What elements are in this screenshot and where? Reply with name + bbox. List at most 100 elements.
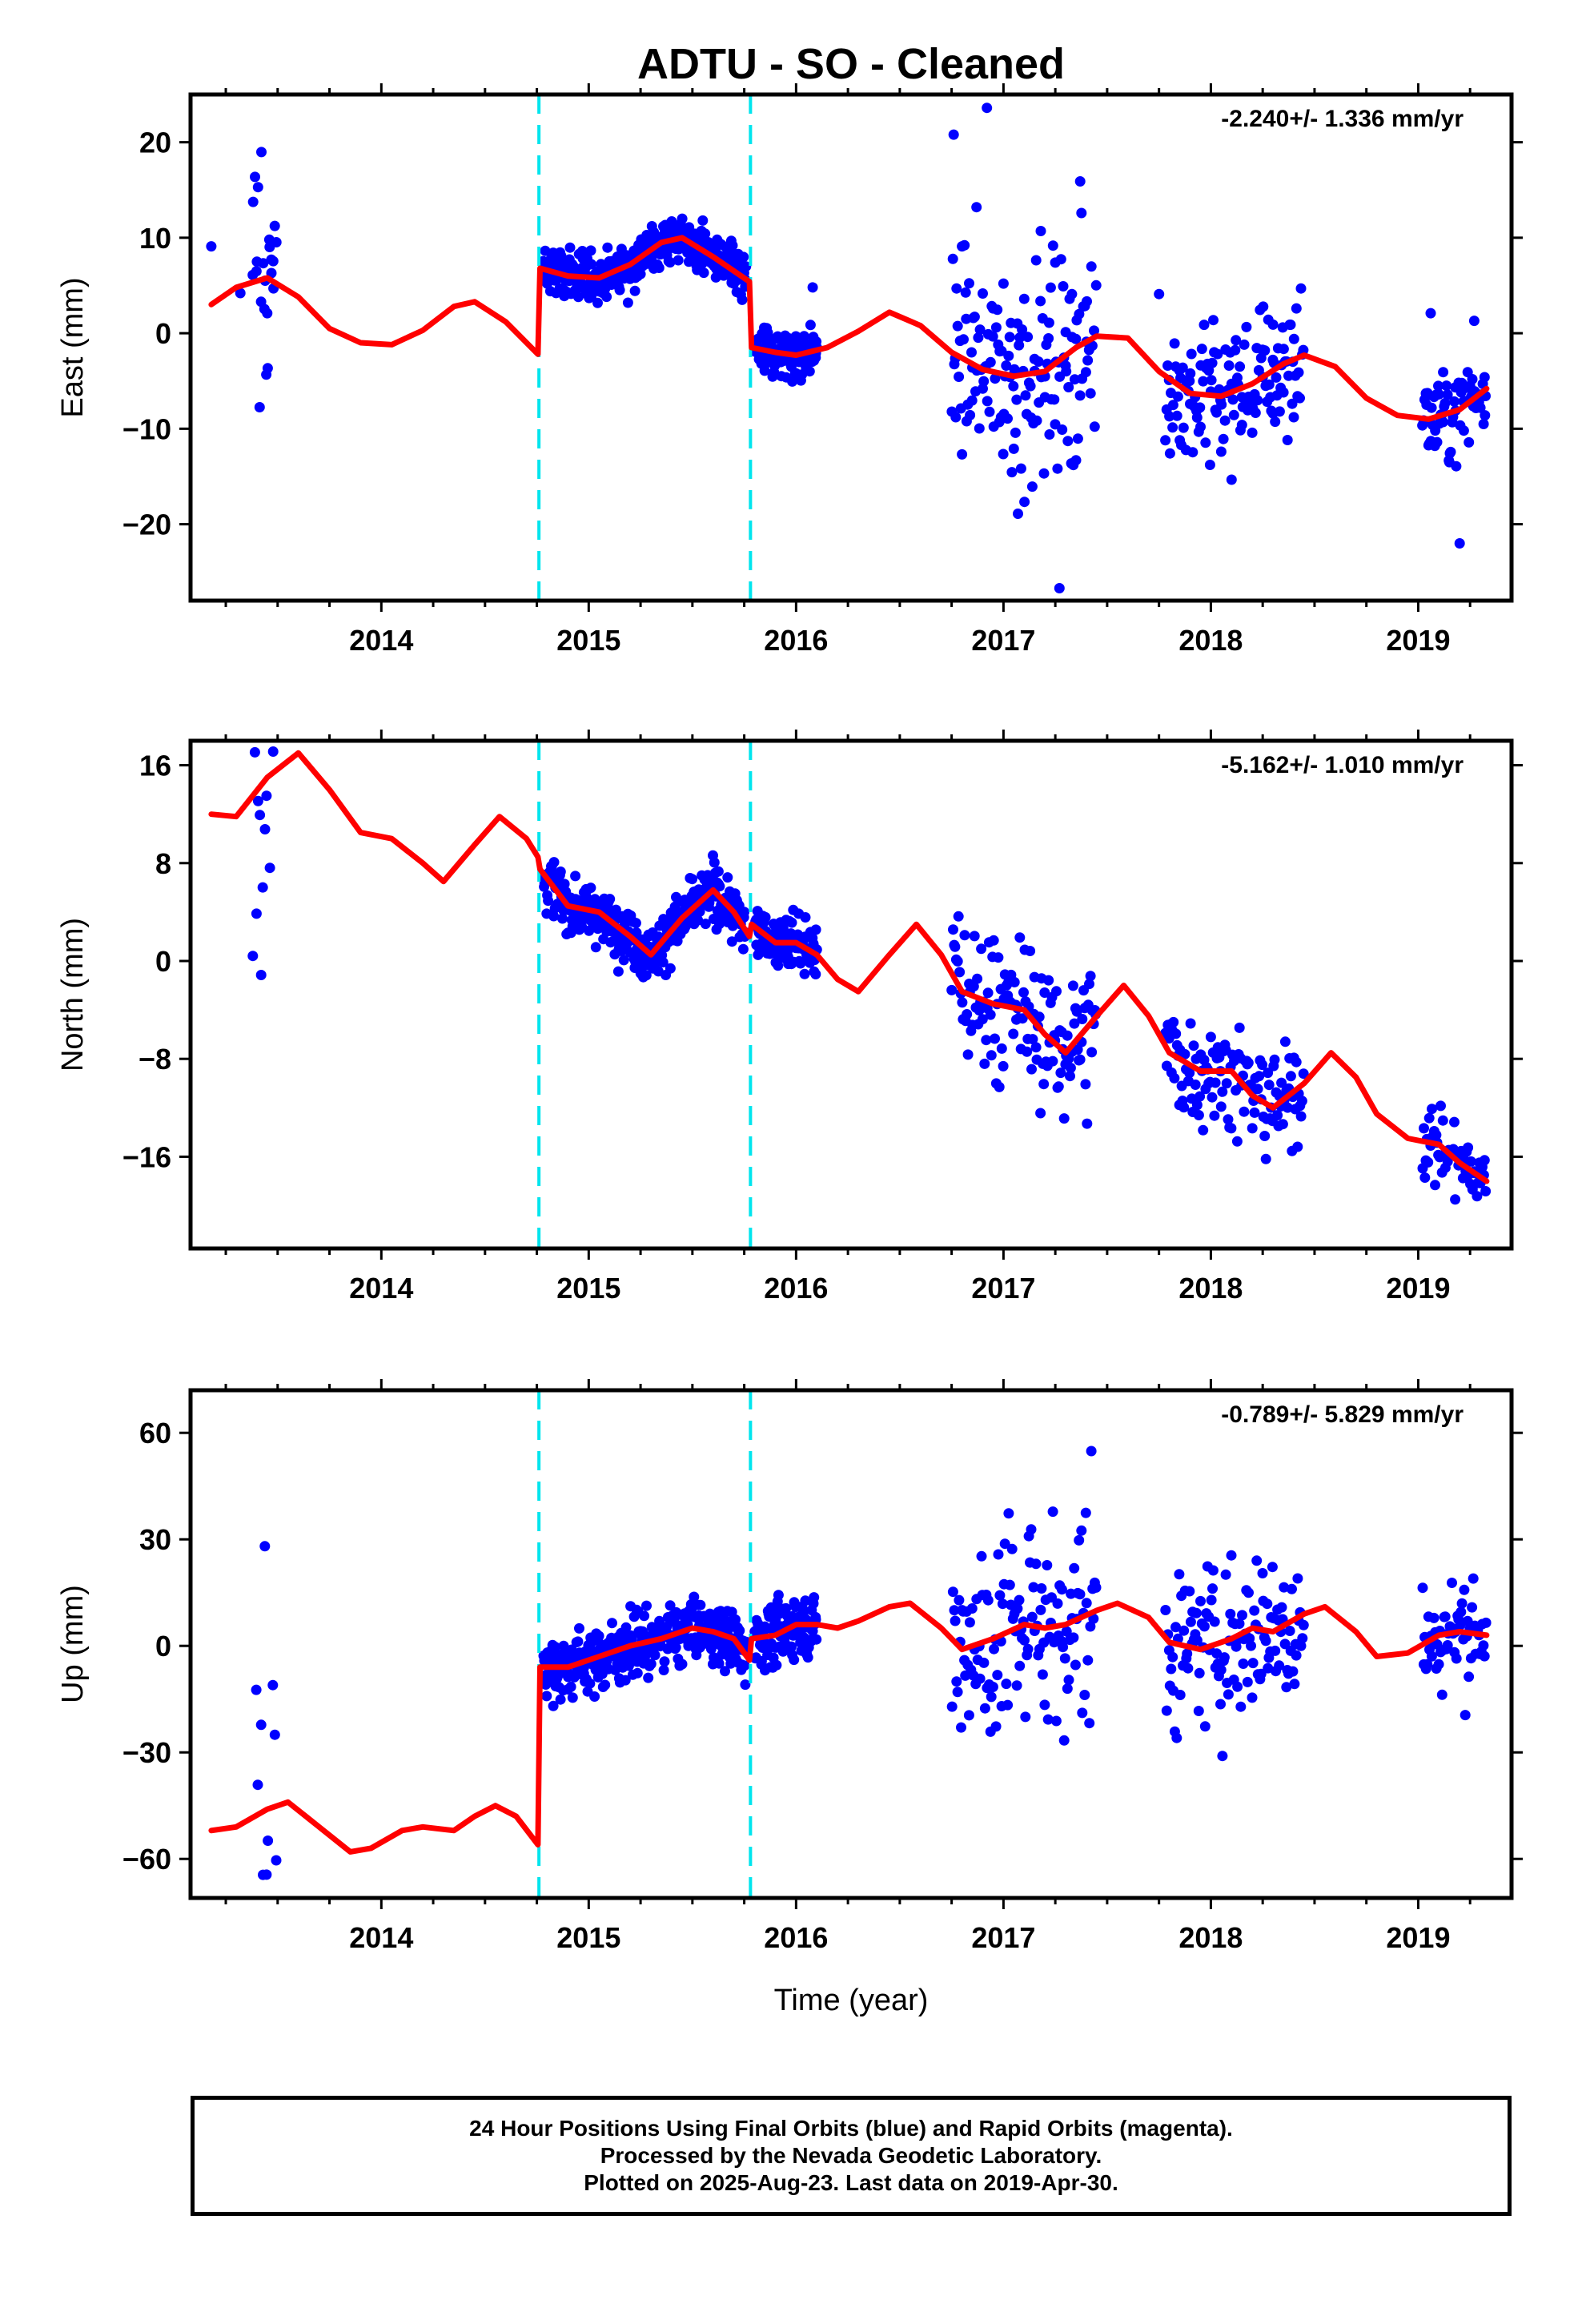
- east-data-point: [665, 257, 676, 268]
- up-data-point: [677, 1659, 688, 1670]
- up-data-point: [658, 1665, 669, 1675]
- east-data-point: [1014, 340, 1025, 351]
- north-data-point: [1449, 1116, 1460, 1128]
- east-data-point: [1167, 422, 1178, 433]
- east-data-point: [741, 261, 752, 272]
- east-data-point: [1431, 436, 1443, 448]
- east-data-point: [982, 396, 993, 407]
- north-data-point: [1298, 1068, 1309, 1080]
- north-data-point: [1035, 1108, 1046, 1119]
- east-data-point: [1207, 357, 1218, 368]
- up-data-point: [1080, 1507, 1091, 1518]
- up-data-point: [992, 1670, 1003, 1681]
- up-data-point: [1178, 1625, 1190, 1636]
- east-data-point: [1035, 296, 1046, 307]
- up-data-point: [947, 1586, 958, 1598]
- north-data-point: [1025, 946, 1036, 956]
- north-data-point: [1179, 1048, 1191, 1059]
- east-data-point: [1464, 436, 1475, 448]
- east-data-point: [969, 312, 980, 323]
- north-data-point: [1223, 1114, 1234, 1125]
- east-data-point: [1298, 344, 1309, 356]
- east-data-point: [948, 129, 959, 140]
- north-data-point: [1259, 1131, 1271, 1141]
- up-data-point: [1436, 1689, 1447, 1700]
- up-data-point: [1160, 1605, 1171, 1615]
- north-data-point: [1051, 986, 1062, 997]
- north-data-point: [1263, 1068, 1274, 1079]
- up-data-point: [261, 1869, 272, 1880]
- east-data-point: [698, 267, 709, 279]
- east-data-point: [1218, 433, 1229, 444]
- east-data-point: [1438, 367, 1449, 378]
- up-data-point: [1456, 1606, 1467, 1618]
- north-data-point: [1450, 1194, 1461, 1205]
- north-data-point: [1217, 1086, 1228, 1097]
- up-data-point: [954, 1594, 965, 1606]
- north-data-point: [1226, 1123, 1237, 1134]
- up-data-point: [1063, 1675, 1074, 1686]
- east-data-point: [1271, 372, 1282, 383]
- up-data-point: [1292, 1573, 1303, 1584]
- east-data-point: [1275, 382, 1287, 393]
- east-data-point: [1025, 380, 1036, 392]
- north-x-tick-label: 2019: [1386, 1272, 1450, 1305]
- north-data-point: [1084, 979, 1094, 990]
- up-data-point: [1255, 1668, 1267, 1679]
- north-data-point: [700, 919, 711, 930]
- up-data-point: [951, 1676, 962, 1687]
- east-data-point: [629, 285, 640, 296]
- up-data-point: [1456, 1598, 1468, 1609]
- east-data-point: [1172, 391, 1183, 402]
- east-data-point: [971, 202, 982, 213]
- up-data-point: [1219, 1652, 1230, 1663]
- north-data-point: [713, 866, 724, 877]
- up-data-point: [1081, 1598, 1092, 1609]
- up-x-tick-label: 2016: [764, 1921, 828, 1954]
- north-data-point: [1053, 1081, 1064, 1092]
- east-data-point: [1171, 410, 1182, 421]
- north-data-point: [1169, 1072, 1180, 1084]
- north-data-point: [739, 907, 750, 918]
- east-data-point: [1433, 380, 1443, 392]
- north-data-point: [810, 969, 821, 979]
- up-data-point: [541, 1691, 552, 1702]
- up-data-point: [1074, 1589, 1086, 1600]
- up-data-point: [1242, 1676, 1253, 1687]
- up-y-tick-label: −30: [122, 1736, 171, 1769]
- up-data-point: [1050, 1715, 1062, 1727]
- north-data-point: [570, 870, 581, 882]
- east-data-point: [998, 448, 1009, 460]
- north-data-point: [1047, 1055, 1058, 1067]
- east-data-point: [1089, 421, 1100, 432]
- up-data-point: [1174, 1690, 1186, 1700]
- east-data-point: [1230, 344, 1241, 356]
- north-data-point: [972, 973, 983, 984]
- north-data-point: [988, 935, 999, 946]
- east-data-point: [576, 246, 588, 256]
- east-data-point: [540, 245, 551, 256]
- north-data-point: [1080, 1079, 1091, 1090]
- east-data-point: [1204, 460, 1215, 470]
- up-data-point: [1062, 1683, 1073, 1695]
- east-x-tick-label: 2018: [1178, 624, 1243, 657]
- east-data-point: [1003, 350, 1014, 361]
- up-data-point: [645, 1659, 656, 1670]
- east-data-point: [250, 171, 260, 183]
- east-data-point: [1293, 367, 1304, 378]
- up-data-point: [1171, 1732, 1182, 1743]
- east-data-point: [1052, 463, 1063, 474]
- up-data-point: [720, 1666, 730, 1677]
- north-data-point: [760, 911, 771, 923]
- north-data-point: [737, 943, 749, 955]
- up-marks: [208, 1390, 1492, 1898]
- north-data-point: [810, 924, 821, 935]
- east-data-point: [1426, 402, 1437, 413]
- north-data-point: [1279, 1036, 1291, 1047]
- up-data-point: [267, 1679, 279, 1691]
- up-data-point: [1079, 1690, 1090, 1700]
- up-data-point: [1217, 1751, 1228, 1762]
- east-data-point: [592, 297, 603, 308]
- north-data-point: [1252, 1084, 1263, 1095]
- east-data-point: [271, 237, 282, 247]
